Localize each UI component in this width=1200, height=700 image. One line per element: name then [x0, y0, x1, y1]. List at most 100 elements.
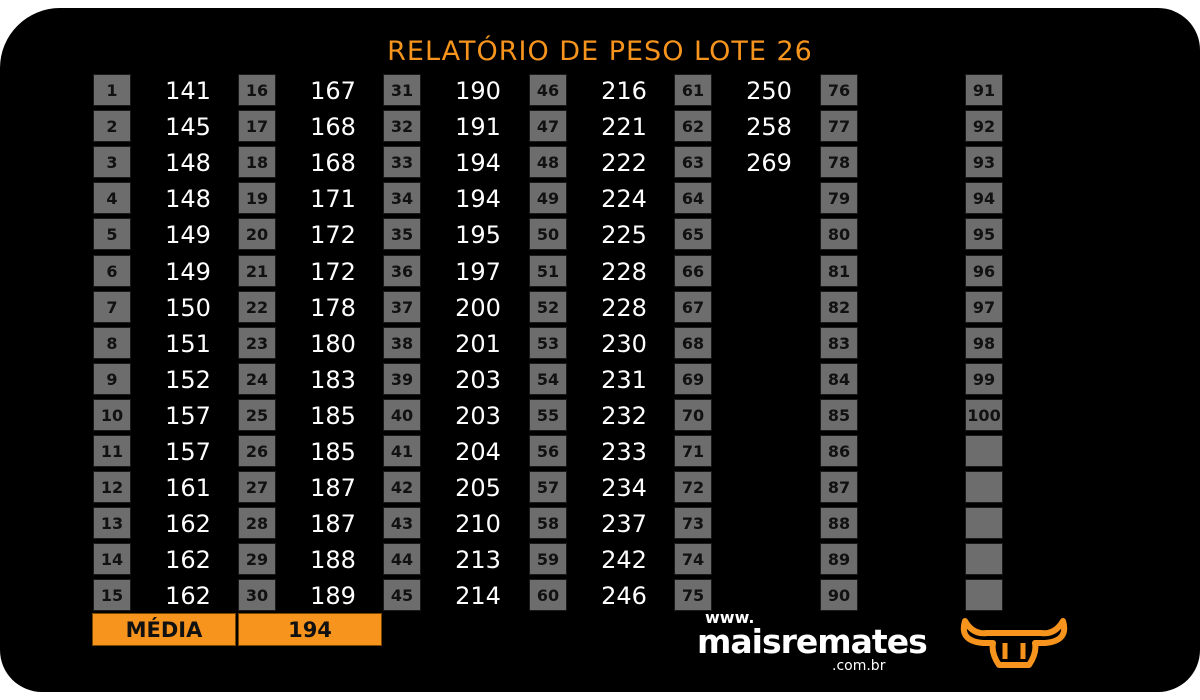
weight-value: 162 [165, 546, 211, 574]
weight-value: 187 [310, 474, 356, 502]
weight-row: 76 [820, 74, 960, 108]
weight-row: 17 168 [238, 110, 378, 144]
row-number: 66 [674, 255, 712, 287]
row-number: 7 [93, 291, 131, 323]
row-number: 23 [238, 327, 276, 359]
weight-row: 35 195 [383, 218, 523, 252]
weight-value: 152 [165, 366, 211, 394]
row-number: 2 [93, 110, 131, 142]
row-number: 43 [383, 507, 421, 539]
row-number: 78 [820, 146, 858, 178]
logo-name: maisremates [697, 622, 928, 661]
row-number: 70 [674, 399, 712, 431]
row-number: 85 [820, 399, 858, 431]
row-number: 9 [93, 363, 131, 395]
weight-value: 180 [310, 330, 356, 358]
weight-row: 78 [820, 146, 960, 180]
weight-row: 60 246 [529, 579, 669, 613]
weight-value: 148 [165, 149, 211, 177]
weight-row: 16 167 [238, 74, 378, 108]
weight-row: 12 161 [93, 471, 233, 505]
row-number: 21 [238, 255, 276, 287]
weight-row: 99 [965, 363, 1105, 397]
weight-row: 96 [965, 255, 1105, 289]
empty-cell [965, 543, 1003, 575]
weight-value: 237 [601, 510, 647, 538]
weight-value: 221 [601, 113, 647, 141]
weight-row: 44 213 [383, 543, 523, 577]
weight-row: 10 157 [93, 399, 233, 433]
weight-row: 85 [820, 399, 960, 433]
weight-value: 195 [455, 221, 501, 249]
weight-row: 71 [674, 435, 814, 469]
weight-value: 224 [601, 185, 647, 213]
weight-row: 39 203 [383, 363, 523, 397]
weight-value: 162 [165, 510, 211, 538]
row-number: 18 [238, 146, 276, 178]
weight-value: 231 [601, 366, 647, 394]
weight-row: 19 171 [238, 182, 378, 216]
weight-row: 32 191 [383, 110, 523, 144]
weight-value: 228 [601, 258, 647, 286]
row-number: 44 [383, 543, 421, 575]
row-number: 12 [93, 471, 131, 503]
row-number: 47 [529, 110, 567, 142]
weight-row: 47 221 [529, 110, 669, 144]
row-number: 46 [529, 74, 567, 106]
row-number: 4 [93, 182, 131, 214]
weight-value: 191 [455, 113, 501, 141]
weight-value: 141 [165, 77, 211, 105]
weight-row: 36 197 [383, 255, 523, 289]
row-number: 51 [529, 255, 567, 287]
weight-row: 50 225 [529, 218, 669, 252]
weight-row: 38 201 [383, 327, 523, 361]
weight-row: 97 [965, 291, 1105, 325]
weight-value: 246 [601, 582, 647, 610]
weight-value: 148 [165, 185, 211, 213]
row-number: 72 [674, 471, 712, 503]
weight-row: 5 149 [93, 218, 233, 252]
row-number: 48 [529, 146, 567, 178]
weight-row: 68 [674, 327, 814, 361]
weight-value: 149 [165, 258, 211, 286]
weight-row: 90 [820, 579, 960, 613]
weight-value: 168 [310, 149, 356, 177]
weight-value: 200 [455, 294, 501, 322]
row-number: 63 [674, 146, 712, 178]
weight-value: 205 [455, 474, 501, 502]
row-number: 54 [529, 363, 567, 395]
row-number: 37 [383, 291, 421, 323]
row-number: 65 [674, 218, 712, 250]
weight-value: 225 [601, 221, 647, 249]
weight-row: 18 168 [238, 146, 378, 180]
row-number: 31 [383, 74, 421, 106]
row-number: 14 [93, 543, 131, 575]
weight-value: 197 [455, 258, 501, 286]
weight-value: 189 [310, 582, 356, 610]
row-number: 69 [674, 363, 712, 395]
weight-value: 187 [310, 510, 356, 538]
weight-row: 46 216 [529, 74, 669, 108]
empty-cell [965, 435, 1003, 467]
row-number: 84 [820, 363, 858, 395]
weight-row: 24 183 [238, 363, 378, 397]
weight-row: 93 [965, 146, 1105, 180]
weight-value: 222 [601, 149, 647, 177]
weight-value: 204 [455, 438, 501, 466]
row-number: 33 [383, 146, 421, 178]
row-number: 42 [383, 471, 421, 503]
weight-row: 9 152 [93, 363, 233, 397]
logo-domain: .com.br [832, 658, 886, 674]
weight-row: 98 [965, 327, 1105, 361]
row-number: 26 [238, 435, 276, 467]
row-number: 60 [529, 579, 567, 611]
weight-row: 91 [965, 74, 1105, 108]
weight-value: 185 [310, 402, 356, 430]
weight-value: 194 [455, 149, 501, 177]
row-number: 25 [238, 399, 276, 431]
weight-row: 63 269 [674, 146, 814, 180]
row-number: 1 [93, 74, 131, 106]
weight-row: 40 203 [383, 399, 523, 433]
weight-row: 65 [674, 218, 814, 252]
weight-row: 33 194 [383, 146, 523, 180]
